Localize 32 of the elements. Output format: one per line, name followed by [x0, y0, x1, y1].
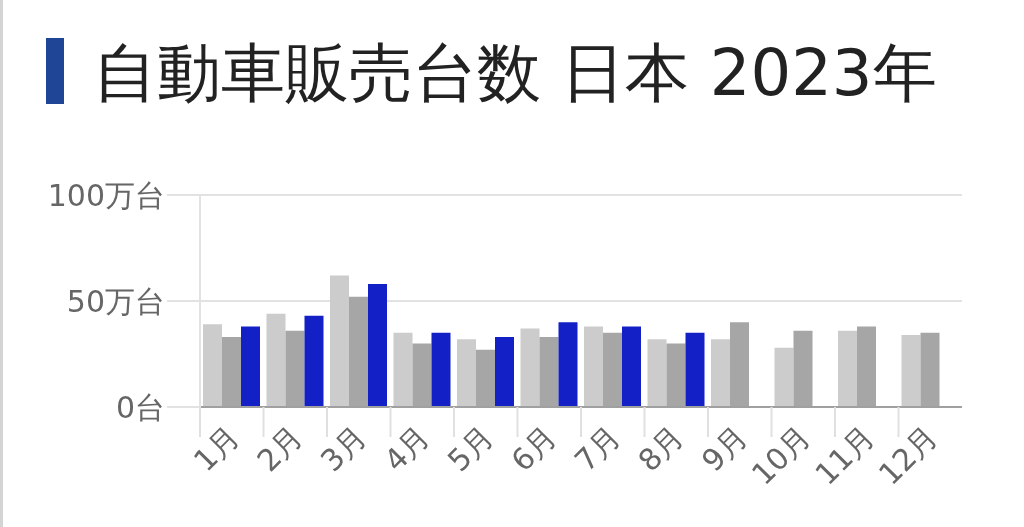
bar	[368, 284, 387, 407]
bar	[431, 332, 451, 407]
bar	[711, 339, 730, 407]
bar	[241, 326, 260, 407]
bar	[774, 347, 794, 407]
x-tick-label: 1月	[186, 418, 247, 479]
y-tick-label: 100万台	[47, 177, 165, 213]
bar	[266, 313, 286, 407]
bar	[304, 315, 324, 407]
bar	[685, 332, 705, 407]
bar	[901, 334, 921, 407]
chart-title: 自動車販売台数 日本 2023年	[93, 35, 937, 112]
bar	[330, 275, 349, 407]
x-tick-label: 8月	[631, 418, 691, 479]
y-tick-label: 0台	[115, 389, 165, 425]
bar	[558, 322, 578, 407]
bar	[393, 332, 413, 407]
x-tick-label: 7月	[567, 418, 628, 479]
bar	[203, 324, 222, 407]
bar	[838, 330, 857, 407]
bar	[647, 339, 667, 407]
x-tick-label: 2月	[250, 418, 310, 479]
x-tick-label: 3月	[313, 418, 374, 479]
x-tick-label: 6月	[504, 418, 564, 479]
bar	[584, 326, 603, 407]
bar	[457, 339, 476, 407]
bar	[520, 328, 540, 407]
x-tick-label: 5月	[440, 418, 501, 479]
bar	[495, 337, 514, 407]
bar	[622, 326, 641, 407]
x-tick-label: 4月	[377, 418, 437, 479]
y-tick-label: 50万台	[66, 283, 165, 319]
